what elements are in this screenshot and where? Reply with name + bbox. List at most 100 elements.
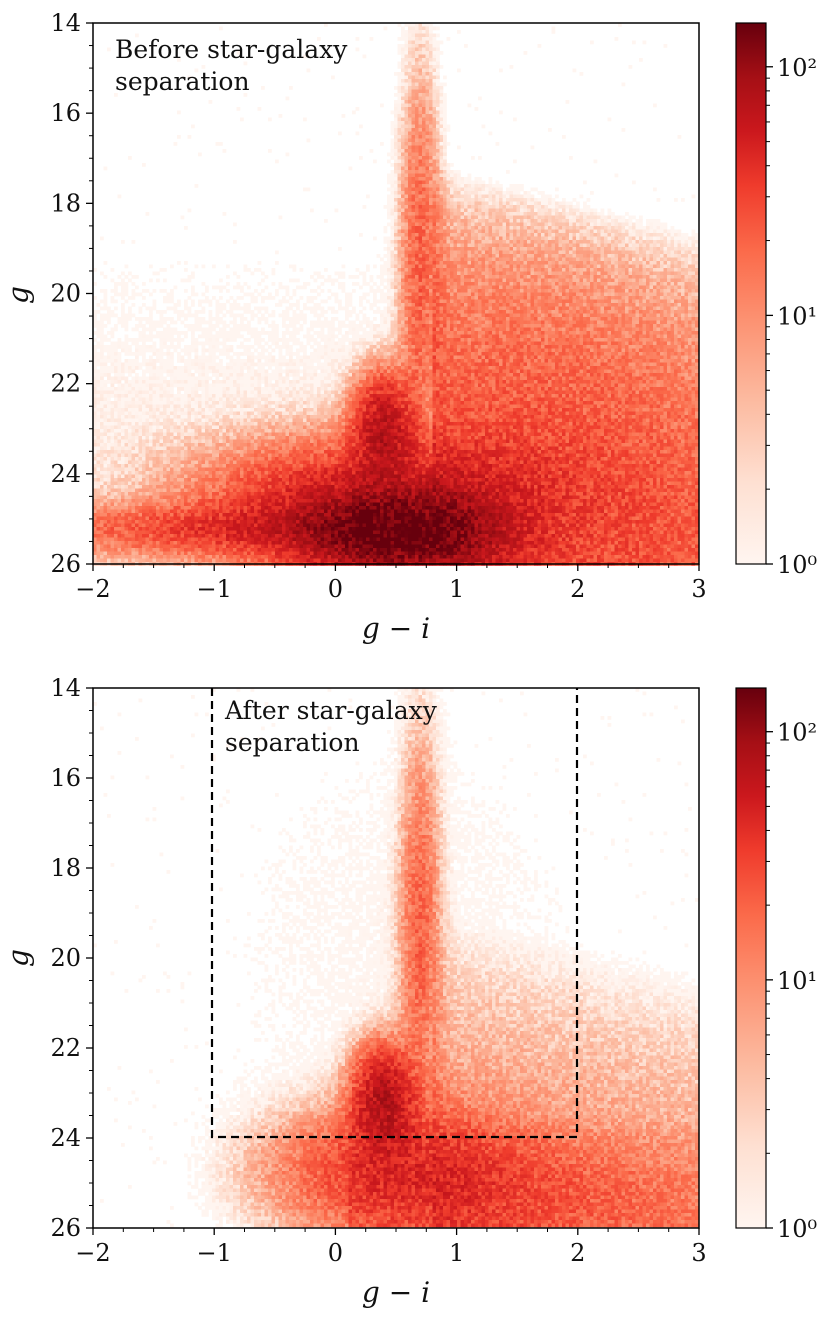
heatmap-cell [282, 338, 286, 342]
heatmap-cell [317, 454, 321, 458]
heatmap-cell [149, 328, 153, 332]
heatmap-cell [331, 419, 335, 423]
heatmap-cell [142, 468, 146, 472]
heatmap-cell [188, 499, 192, 503]
heatmap-cell [139, 520, 143, 524]
heatmap-cell [184, 307, 188, 311]
heatmap-cell [177, 394, 181, 398]
heatmap-cell [107, 457, 111, 461]
heatmap-cell [317, 331, 321, 335]
heatmap-cell [247, 559, 251, 563]
heatmap-cell [202, 265, 206, 269]
heatmap-cell [205, 541, 209, 545]
heatmap-cell [167, 485, 171, 489]
heatmap-cell [317, 510, 321, 514]
heatmap-cell [275, 391, 279, 395]
heatmap-cell [97, 440, 101, 444]
heatmap-cell [184, 408, 188, 412]
heatmap-cell [149, 447, 153, 451]
heatmap-cell [118, 464, 122, 468]
heatmap-cell [314, 384, 318, 388]
heatmap-cell [181, 534, 185, 538]
heatmap-cell [282, 401, 286, 405]
heatmap-cell [226, 457, 230, 461]
heatmap-cell [282, 370, 286, 374]
heatmap-cell [191, 429, 195, 433]
heatmap-cell [114, 359, 118, 363]
heatmap-cell [244, 478, 248, 482]
heatmap-cell [240, 286, 244, 290]
heatmap-cell [97, 436, 101, 440]
heatmap-cell [149, 349, 153, 353]
heatmap-cell [167, 373, 171, 377]
heatmap-cell [156, 419, 160, 423]
heatmap-cell [202, 499, 206, 503]
heatmap-cell [279, 436, 283, 440]
heatmap-cell [258, 429, 262, 433]
heatmap-cell [296, 363, 300, 367]
heatmap-cell [163, 310, 167, 314]
heatmap-cell [226, 265, 230, 269]
heatmap-cell [233, 352, 237, 356]
heatmap-cell [303, 545, 307, 549]
heatmap-cell [286, 373, 290, 377]
heatmap-cell [177, 314, 181, 318]
heatmap-cell [307, 188, 311, 192]
heatmap-cell [149, 429, 153, 433]
heatmap-cell [307, 447, 311, 451]
heatmap-cell [107, 464, 111, 468]
heatmap-cell [184, 552, 188, 556]
heatmap-cell [135, 426, 139, 430]
heatmap-cell [279, 412, 283, 416]
heatmap-cell [184, 443, 188, 447]
heatmap-cell [328, 279, 332, 283]
heatmap-cell [174, 496, 178, 500]
heatmap-cell [100, 412, 104, 416]
heatmap-cell [184, 331, 188, 335]
heatmap-cell [286, 398, 290, 402]
heatmap-cell [146, 471, 150, 475]
heatmap-cell [289, 548, 293, 552]
heatmap-cell [188, 345, 192, 349]
heatmap-cell [321, 541, 325, 545]
heatmap-cell [286, 496, 290, 500]
heatmap-cell [223, 527, 227, 531]
heatmap-cell [205, 331, 209, 335]
heatmap-cell [209, 534, 213, 538]
heatmap-cell [216, 513, 220, 517]
heatmap-cell [226, 475, 230, 479]
heatmap-cell [314, 373, 318, 377]
heatmap-cell [279, 314, 283, 318]
heatmap-cell [223, 450, 227, 454]
heatmap-cell [324, 485, 328, 489]
heatmap-cell [317, 324, 321, 328]
heatmap-cell [209, 359, 213, 363]
heatmap-cell [261, 387, 265, 391]
heatmap-cell [107, 534, 111, 538]
heatmap-cell [272, 331, 276, 335]
heatmap-cell [233, 363, 237, 367]
heatmap-cell [265, 454, 269, 458]
heatmap-cell [139, 447, 143, 451]
heatmap-cell [324, 447, 328, 451]
heatmap-cell [111, 433, 115, 437]
heatmap-cell [233, 391, 237, 395]
heatmap-cell [268, 475, 272, 479]
heatmap-cell [265, 447, 269, 451]
heatmap-cell [125, 471, 129, 475]
heatmap-cell [104, 307, 108, 311]
heatmap-cell [286, 377, 290, 381]
heatmap-cell [149, 436, 153, 440]
heatmap-cell [251, 524, 255, 528]
heatmap-cell [100, 464, 104, 468]
heatmap-cell [100, 419, 104, 423]
heatmap-cell [139, 366, 143, 370]
heatmap-cell [324, 324, 328, 328]
heatmap-cell [107, 510, 111, 514]
heatmap-cell [272, 436, 276, 440]
heatmap-cell [272, 391, 276, 395]
heatmap-cell [167, 475, 171, 479]
heatmap-cell [132, 314, 136, 318]
heatmap-cell [195, 366, 199, 370]
heatmap-cell [293, 268, 297, 272]
